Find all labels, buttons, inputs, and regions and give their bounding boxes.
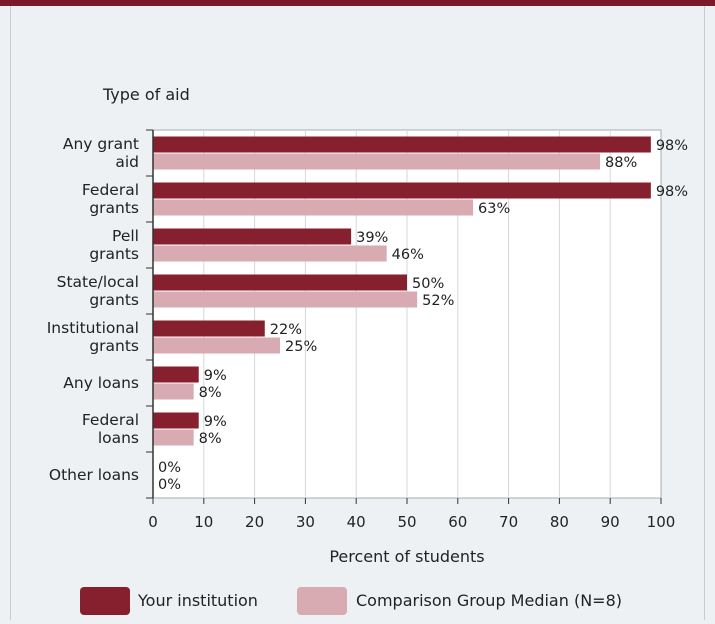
legend-swatch-your-institution — [80, 587, 130, 615]
category-label-3-0: State/local — [57, 273, 139, 291]
bar-s1-1 — [153, 199, 474, 216]
category-label-4-1: grants — [89, 337, 139, 355]
x-tick-label-20: 20 — [245, 513, 264, 531]
category-label-1-1: grants — [89, 199, 139, 217]
category-label-2-0: Pell — [112, 227, 139, 245]
x-axis-title: Percent of students — [329, 547, 484, 566]
category-label-6-0: Federal — [82, 411, 139, 429]
bar-s0-0 — [153, 136, 651, 153]
x-tick-label-10: 10 — [194, 513, 213, 531]
x-tick-label-70: 70 — [499, 513, 518, 531]
bar-s0-5 — [153, 366, 199, 383]
x-tick-labels-group: 0 10 20 30 40 50 60 70 80 90 100 — [148, 498, 675, 531]
top-rule — [0, 0, 715, 6]
value-label-s0-0: 98% — [656, 138, 688, 154]
bar-s0-2 — [153, 228, 352, 245]
value-label-s0-7: 0% — [158, 460, 181, 476]
legend-label-comparison: Comparison Group Median (N=8) — [356, 591, 622, 610]
category-label-2-1: grants — [89, 245, 139, 263]
bar-s1-2 — [153, 245, 387, 262]
x-tick-label-100: 100 — [647, 513, 676, 531]
category-label-0-0: Any grant — [63, 135, 139, 153]
y-axis-title: Type of aid — [102, 85, 190, 104]
x-tick-label-90: 90 — [601, 513, 620, 531]
value-label-s1-7: 0% — [158, 477, 181, 493]
value-labels-group: 98% 98% 39% 50% 22% 9% 9% 0% 88% 63% 46% 52% 25% 8% 8%… — [158, 138, 688, 493]
bar-s0-4 — [153, 320, 265, 337]
legend: Your institution Comparison Group Median… — [80, 587, 622, 615]
value-label-s1-6: 8% — [199, 431, 222, 447]
value-label-s0-3: 50% — [412, 276, 444, 292]
value-label-s0-1: 98% — [656, 184, 688, 200]
bars-group — [153, 136, 651, 446]
bar-s1-4 — [153, 337, 280, 354]
category-labels-group: Any grantaidFederalgrantsPellgrantsState… — [47, 129, 153, 499]
legend-label-your-institution: Your institution — [137, 591, 258, 610]
category-label-5-0: Any loans — [63, 374, 139, 392]
value-label-s0-4: 22% — [270, 322, 302, 338]
category-label-3-1: grants — [89, 291, 139, 309]
category-label-4-0: Institutional — [47, 319, 139, 337]
x-tick-label-40: 40 — [347, 513, 366, 531]
value-label-s1-1: 63% — [478, 201, 510, 217]
bar-s1-5 — [153, 383, 194, 400]
category-label-0-1: aid — [115, 153, 139, 171]
bar-s0-6 — [153, 412, 199, 429]
bar-s0-3 — [153, 274, 407, 291]
value-label-s0-6: 9% — [204, 414, 227, 430]
value-label-s1-2: 46% — [392, 247, 424, 263]
category-label-1-0: Federal — [82, 181, 139, 199]
x-tick-label-80: 80 — [550, 513, 569, 531]
value-label-s1-5: 8% — [199, 385, 222, 401]
category-label-7-0: Other loans — [49, 466, 139, 484]
value-label-s0-5: 9% — [204, 368, 227, 384]
value-label-s1-3: 52% — [422, 293, 454, 309]
bar-s0-1 — [153, 182, 651, 199]
value-label-s1-4: 25% — [285, 339, 317, 355]
legend-swatch-comparison — [297, 587, 347, 615]
x-tick-label-0: 0 — [148, 513, 158, 531]
bar-s1-0 — [153, 153, 601, 170]
x-tick-label-30: 30 — [296, 513, 315, 531]
bar-s1-3 — [153, 291, 418, 308]
x-tick-label-60: 60 — [448, 513, 467, 531]
value-label-s0-2: 39% — [356, 230, 388, 246]
value-label-s1-0: 88% — [605, 155, 637, 171]
bar-s1-6 — [153, 429, 194, 446]
x-tick-label-50: 50 — [397, 513, 416, 531]
category-label-6-1: loans — [98, 429, 139, 447]
